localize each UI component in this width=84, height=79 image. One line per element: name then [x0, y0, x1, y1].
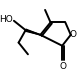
Text: O: O — [70, 30, 77, 39]
Polygon shape — [25, 29, 40, 35]
Text: O: O — [59, 62, 66, 71]
Text: HO: HO — [0, 15, 13, 24]
